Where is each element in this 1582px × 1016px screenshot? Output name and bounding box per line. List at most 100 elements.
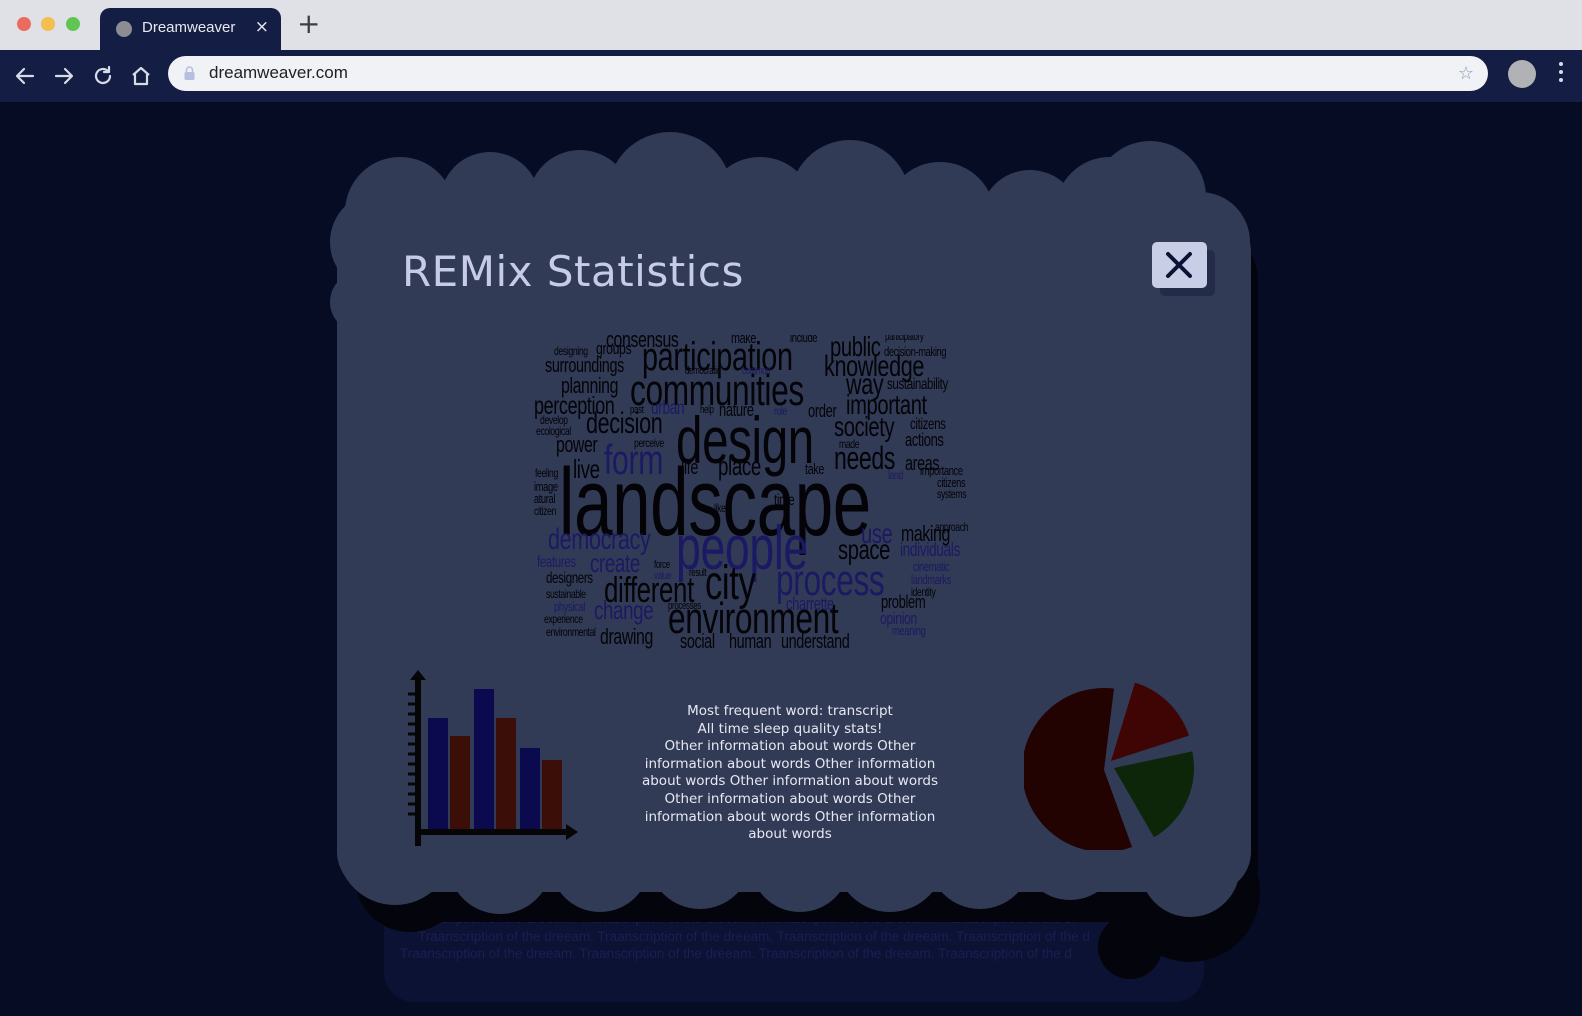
back-arrow-icon[interactable] xyxy=(13,64,37,88)
word-cloud-word: power xyxy=(556,432,598,457)
pie-chart-icon xyxy=(1024,682,1194,850)
word-cloud-word: planning xyxy=(561,373,619,398)
window-close-button[interactable] xyxy=(17,17,31,31)
word-cloud-word: include xyxy=(790,335,818,345)
word-cloud-word: force xyxy=(654,559,670,571)
word-cloud-word: approach xyxy=(935,520,969,534)
word-cloud-word: take xyxy=(805,461,824,478)
pie-slice-large xyxy=(1024,688,1133,850)
word-cloud-word: participation xyxy=(642,335,793,379)
window-maximize-button[interactable] xyxy=(66,17,80,31)
new-tab-button[interactable]: + xyxy=(297,7,321,40)
word-cloud-word: identity xyxy=(911,585,936,599)
word-cloud-word: develop xyxy=(540,413,568,427)
browser-menu-icon[interactable] xyxy=(1555,62,1567,86)
page-content: Tranascription of the dreeam. Tranascrip… xyxy=(0,102,1582,1016)
word-cloud-word: human xyxy=(729,631,772,651)
word-cloud-word: decision-making xyxy=(884,344,947,359)
bar-icon-bar xyxy=(474,689,494,830)
close-button[interactable] xyxy=(1152,242,1207,288)
word-cloud: consensus make include participatory designi… xyxy=(534,335,994,651)
pie-slice-bottom xyxy=(1114,751,1194,838)
word-cloud-word: time xyxy=(774,492,795,509)
stats-line: Other information about words Other xyxy=(664,738,916,755)
word-cloud-word: different xyxy=(604,569,694,610)
bar-icon-bar xyxy=(450,736,470,830)
word-cloud-word: consensus xyxy=(606,335,679,352)
word-cloud-word: individuals xyxy=(900,540,960,561)
transcript-line: Traanscription of the dreeam. Traanscrip… xyxy=(400,946,1072,961)
word-cloud-word: designing xyxy=(554,344,588,358)
cloud-backdrop xyxy=(330,132,1260,979)
stats-line: Most frequent word: transcript xyxy=(687,703,893,719)
reload-icon[interactable] xyxy=(91,64,115,88)
word-cloud-word: form xyxy=(604,436,664,483)
word-cloud-word: live xyxy=(573,454,600,484)
word-cloud-word: social xyxy=(680,631,715,651)
word-cloud-word: landmarks xyxy=(911,572,951,587)
word-cloud-word: designers xyxy=(546,570,593,587)
word-cloud-word: city xyxy=(705,557,756,610)
stats-line: information about words Other informatio… xyxy=(644,755,936,772)
word-cloud-word: place xyxy=(718,451,761,481)
word-cloud-word: help xyxy=(700,404,714,416)
word-cloud-word: democratic xyxy=(685,365,721,377)
home-icon[interactable] xyxy=(129,64,153,88)
word-cloud-word: image xyxy=(534,479,558,494)
word-cloud-word: way xyxy=(846,368,884,401)
word-cloud-word: urban xyxy=(651,398,685,419)
profile-avatar[interactable] xyxy=(1508,60,1536,88)
word-cloud-word: environment xyxy=(668,594,839,643)
word-cloud-word: areas xyxy=(905,453,940,475)
address-bar[interactable]: dreamweaver.com ☆ xyxy=(168,56,1488,91)
modal-title: REMix Statistics xyxy=(402,247,744,296)
word-cloud-word: decision xyxy=(586,407,663,440)
word-cloud-word: meaning xyxy=(892,623,926,638)
transcript-line: Traanscription of the dreeam. Traanscrip… xyxy=(418,928,1090,944)
stats-line: Other information about words Other xyxy=(664,790,916,807)
word-cloud-word: past xyxy=(630,404,644,416)
tab-strip: Dreamweaver × + xyxy=(0,0,1582,50)
bar-icon-bar xyxy=(520,748,540,830)
word-cloud-word: important xyxy=(846,389,927,420)
word-cloud-word: environmental xyxy=(546,625,596,639)
bookmark-star-icon[interactable]: ☆ xyxy=(1457,63,1474,84)
word-cloud-word: systems xyxy=(937,487,967,501)
word-cloud-word: participatory xyxy=(885,335,924,343)
word-cloud-word: perceive xyxy=(634,436,664,450)
forward-arrow-icon[interactable] xyxy=(52,64,76,88)
tab-title: Dreamweaver xyxy=(142,19,236,36)
word-cloud-word: processes xyxy=(668,600,701,612)
stats-line: about words xyxy=(748,826,832,843)
word-cloud-word: process xyxy=(776,556,885,605)
word-cloud-word: communities xyxy=(630,366,804,415)
word-cloud-word: actions xyxy=(905,430,944,450)
word-cloud-word: design xyxy=(676,403,814,477)
browser-tab[interactable]: Dreamweaver × xyxy=(100,8,281,50)
word-cloud-word: create xyxy=(590,548,640,578)
word-cloud-word: cinematic xyxy=(913,559,950,574)
favicon-icon xyxy=(116,21,132,37)
word-cloud-word: opinion xyxy=(880,609,917,628)
word-cloud-word: citizens xyxy=(910,416,946,433)
word-cloud-word: ecological xyxy=(536,424,571,438)
word-cloud-word: land xyxy=(888,468,903,482)
word-cloud-word: understand xyxy=(781,631,850,651)
word-cloud-word: common xyxy=(742,365,771,377)
word-cloud-word: change xyxy=(594,595,654,625)
word-cloud-word: experience xyxy=(544,612,583,626)
tab-close-icon[interactable]: × xyxy=(254,17,269,37)
word-cloud-word: making xyxy=(901,521,950,546)
window-minimize-button[interactable] xyxy=(41,17,55,31)
word-cloud-word: charrette xyxy=(786,594,834,614)
word-cloud-word: natural xyxy=(534,491,556,506)
word-cloud-word: value xyxy=(654,570,672,582)
word-cloud-word: citizens xyxy=(937,475,966,490)
statistics-modal: REMix Statistics consensus make include par… xyxy=(0,102,1582,1016)
word-cloud-word: features xyxy=(537,554,576,571)
word-cloud-word: life xyxy=(681,457,698,479)
word-cloud-word: make xyxy=(731,335,756,347)
word-cloud-word: order xyxy=(808,401,837,421)
url-text: dreamweaver.com xyxy=(209,63,348,82)
word-cloud-word: importance xyxy=(920,463,963,478)
